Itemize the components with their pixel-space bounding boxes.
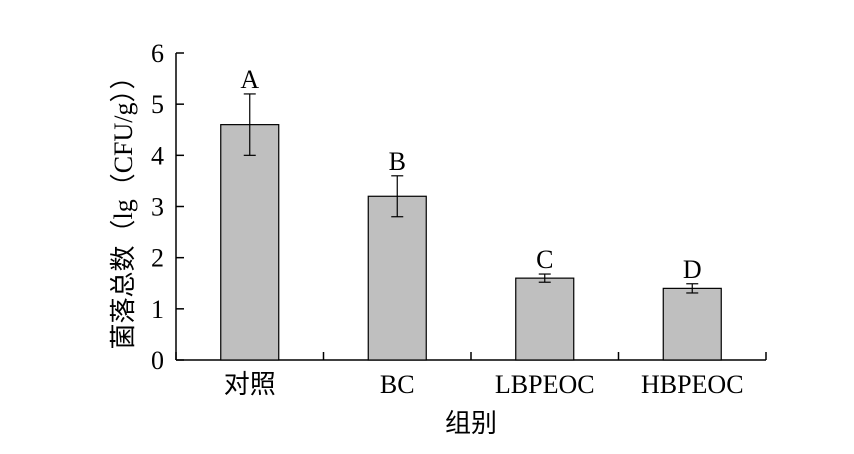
y-ticks: 0 1 2 3 4 5 6 — [151, 39, 184, 375]
y-tick-label: 1 — [151, 295, 164, 324]
bar-2 — [367, 195, 427, 361]
x-tick-label: LBPEOC — [495, 370, 595, 399]
y-tick-label: 3 — [151, 193, 164, 222]
significance-label: B — [389, 147, 406, 176]
bar-1 — [220, 124, 280, 361]
y-tick-label: 0 — [151, 346, 164, 375]
x-tick-label: HBPEOC — [641, 370, 744, 399]
significance-label: C — [536, 245, 553, 274]
bar-4 — [662, 287, 722, 361]
bar-3 — [515, 277, 575, 361]
error-bar-1 — [243, 93, 256, 156]
y-tick-label: 5 — [151, 90, 164, 119]
x-tick-label: 对照 — [224, 370, 276, 399]
y-tick-label: 2 — [151, 244, 164, 273]
y-axis-title: 菌落总数（lg（CFU/g）） — [109, 63, 138, 349]
significance-labels: A B C D — [240, 65, 701, 284]
category-labels: 对照 BC LBPEOC HBPEOC — [224, 370, 744, 399]
x-ticks — [175, 352, 767, 360]
error-bar-3 — [538, 273, 551, 283]
y-tick-label: 4 — [151, 141, 164, 170]
y-tick-label: 6 — [151, 39, 164, 68]
significance-label: D — [683, 255, 702, 284]
error-bar-4 — [686, 283, 699, 294]
bars — [220, 124, 722, 361]
error-bars — [243, 93, 699, 294]
error-bar-2 — [391, 175, 404, 218]
x-axis-title: 组别 — [445, 409, 497, 438]
significance-label: A — [240, 65, 259, 94]
x-tick-label: BC — [380, 370, 415, 399]
